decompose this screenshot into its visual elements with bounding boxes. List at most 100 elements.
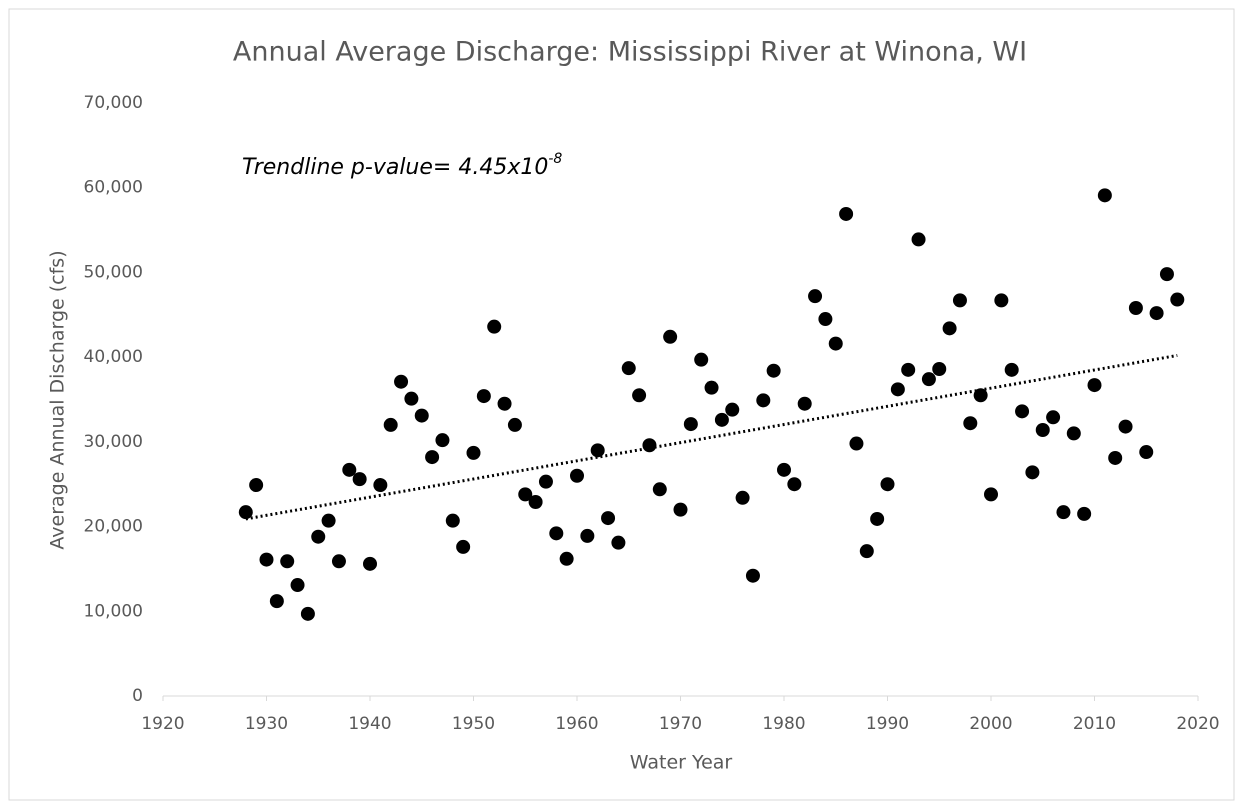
point — [559, 551, 574, 566]
point — [984, 487, 998, 502]
point — [921, 372, 936, 387]
point — [839, 206, 854, 221]
point — [549, 526, 564, 541]
point — [311, 529, 326, 544]
point — [818, 312, 833, 327]
y-axis-label: Average Annual Discharge (cfs) — [47, 250, 69, 549]
point — [1035, 422, 1050, 437]
point — [1077, 506, 1092, 521]
point — [1149, 306, 1164, 321]
point — [249, 478, 264, 493]
y-tick-label: 30,000 — [84, 432, 143, 452]
annotation-text: Trendline p-value= 4.45x10 — [242, 155, 548, 180]
chart-title: Annual Average Discharge: Mississippi Ri… — [233, 37, 1027, 68]
point — [973, 388, 988, 403]
point — [476, 389, 491, 404]
y-tick-label: 10,000 — [84, 601, 143, 621]
point — [756, 393, 771, 408]
point — [787, 477, 802, 492]
x-tick-label: 2020 — [1176, 714, 1219, 734]
point — [797, 396, 812, 411]
point — [342, 462, 357, 477]
x-tick-label: 1950 — [452, 714, 495, 734]
point — [1046, 410, 1061, 425]
y-tick-label: 50,000 — [84, 262, 143, 282]
x-tick-label: 1940 — [348, 714, 391, 734]
x-tick-label: 2010 — [1073, 714, 1116, 734]
point — [1170, 292, 1185, 307]
y-tick-label: 60,000 — [84, 178, 143, 198]
y-tick-label: 70,000 — [84, 93, 143, 113]
point — [507, 417, 522, 432]
point — [621, 361, 636, 376]
point — [352, 472, 367, 487]
point — [963, 416, 978, 431]
point — [911, 232, 926, 247]
point — [290, 578, 305, 593]
point — [363, 556, 377, 571]
point — [611, 535, 626, 550]
point — [859, 544, 874, 559]
point — [828, 336, 843, 351]
point — [1015, 404, 1030, 419]
point — [745, 568, 760, 583]
point — [694, 352, 709, 367]
y-tick-label: 0 — [132, 686, 143, 706]
point — [1097, 188, 1112, 203]
point — [373, 478, 388, 493]
point — [642, 438, 657, 453]
point — [259, 552, 274, 567]
point — [1128, 301, 1143, 316]
point — [425, 450, 440, 465]
point — [952, 293, 967, 308]
x-axis-label: Water Year — [630, 752, 733, 774]
point — [580, 528, 595, 543]
x-tick-label: 1930 — [245, 714, 288, 734]
point — [570, 468, 584, 483]
point — [321, 513, 336, 528]
point — [601, 511, 616, 526]
point — [1056, 505, 1071, 520]
point — [538, 474, 553, 489]
point — [632, 388, 647, 403]
y-tick-label: 20,000 — [84, 517, 143, 537]
point — [673, 502, 688, 517]
x-tick-label: 1990 — [866, 714, 909, 734]
point — [518, 487, 533, 502]
point — [808, 289, 823, 304]
point — [394, 374, 409, 389]
point — [331, 554, 346, 569]
point — [1118, 419, 1133, 434]
point — [890, 382, 905, 397]
point — [870, 511, 885, 526]
point — [383, 417, 398, 432]
x-tick-label: 2000 — [969, 714, 1012, 734]
x-tick-label: 1980 — [762, 714, 805, 734]
point — [932, 362, 947, 377]
point — [725, 402, 740, 417]
point — [942, 321, 957, 336]
point — [901, 362, 916, 377]
point — [528, 495, 543, 510]
point — [404, 391, 419, 406]
point — [466, 445, 481, 460]
point — [1066, 426, 1081, 441]
point — [238, 505, 253, 520]
annotation: Trendline p-value= 4.45x10-8 — [242, 151, 562, 180]
point — [280, 554, 295, 569]
point — [994, 293, 1009, 308]
x-tick-label: 1960 — [555, 714, 598, 734]
point — [1108, 450, 1123, 465]
point — [735, 490, 750, 505]
point — [497, 396, 512, 411]
point — [1004, 362, 1019, 377]
point — [683, 417, 698, 432]
point — [714, 412, 729, 427]
point — [704, 380, 719, 395]
y-tick-label: 40,000 — [84, 347, 143, 367]
point — [487, 319, 502, 334]
point — [1159, 267, 1174, 282]
point — [1139, 445, 1154, 460]
point — [880, 477, 895, 492]
